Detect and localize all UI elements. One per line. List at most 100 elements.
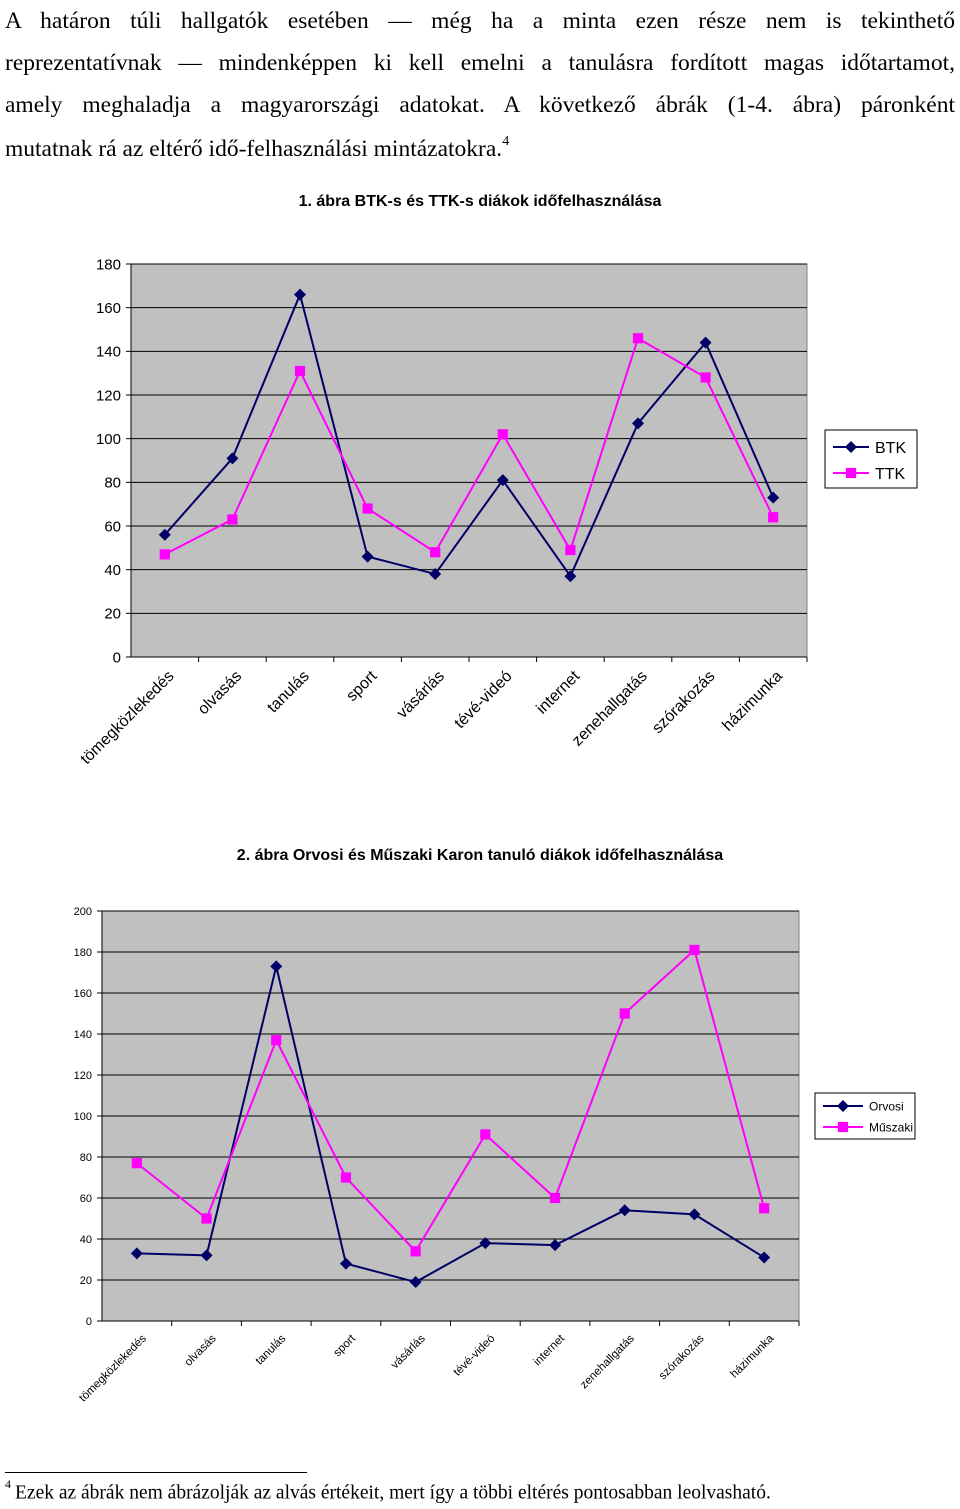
data-point-Orvosi [758, 1251, 771, 1264]
x-tick-label: zenehallgatás [578, 1332, 637, 1391]
y-tick-label: 40 [104, 562, 121, 579]
data-point-Műszaki [689, 944, 700, 956]
data-point-TTK [362, 503, 373, 514]
intro-lines: A határon túli hallgatók esetében — még … [5, 0, 955, 126]
footnote-divider [5, 1472, 307, 1473]
data-point-BTK [294, 288, 306, 301]
data-point-Műszaki [759, 1203, 770, 1214]
x-tick-label: vásárlás [389, 1332, 428, 1371]
legend-label-BTK: BTK [875, 440, 906, 457]
legend-marker-Orvosi [837, 1100, 849, 1112]
data-point-BTK [767, 491, 780, 504]
legend-marker-Műszaki [837, 1121, 849, 1133]
data-point-Orvosi [409, 1276, 422, 1289]
series-line-Műszaki [136, 948, 766, 1253]
data-point-BTK [564, 570, 577, 583]
data-point-TTK [768, 512, 779, 523]
data-point-TTK [159, 549, 170, 560]
data-point-BTK [158, 528, 171, 541]
data-point-Orvosi [688, 1208, 701, 1221]
data-point-BTK [361, 550, 374, 563]
x-tick-label: tanulás [254, 1332, 289, 1367]
y-tick-label: 60 [104, 518, 121, 535]
intro-line-2: reprezentatívnak — mindenképpen ki kell … [5, 50, 955, 76]
y-tick-label: 140 [96, 344, 121, 361]
data-point-Orvosi [549, 1239, 562, 1252]
data-point-Orvosi [270, 960, 283, 973]
x-tick-label: sport [331, 1332, 358, 1359]
intro-line-3: amely meghaladja a magyarországi adatoka… [5, 92, 955, 118]
intro-line-4: mutatnak rá az eltérő idő-felhasználási … [5, 126, 509, 167]
data-point-Orvosi [339, 1257, 352, 1270]
legend-marker-BTK [845, 441, 857, 453]
x-tick-label: internet [532, 1332, 568, 1368]
intro-line-1: A határon túli hallgatók esetében — még … [5, 8, 955, 34]
data-point-Orvosi [130, 1247, 143, 1260]
y-tick-label: 0 [86, 1316, 92, 1328]
legend-label-Műszaki: Műszaki [869, 1120, 913, 1134]
data-point-BTK [699, 336, 712, 349]
data-point-TTK [497, 429, 508, 440]
data-point-Műszaki [271, 1035, 282, 1046]
y-tick-label: 80 [104, 475, 121, 492]
data-point-Műszaki [619, 1008, 630, 1019]
data-point-TTK [227, 514, 238, 525]
y-tick-label: 180 [74, 947, 92, 959]
y-tick-label: 100 [74, 1111, 92, 1123]
y-tick-label: 20 [104, 606, 121, 623]
y-tick-label: 140 [74, 1029, 92, 1041]
series-line-TTK [164, 336, 775, 556]
data-point-TTK [565, 544, 576, 556]
footnote-ref: 4 [502, 134, 510, 149]
data-point-BTK [226, 452, 239, 465]
plot-area [130, 263, 808, 658]
y-tick-label: 40 [80, 1234, 92, 1246]
data-point-TTK [700, 372, 711, 383]
series-line-Orvosi [136, 966, 765, 1284]
data-point-Műszaki [549, 1192, 561, 1204]
data-point-TTK [632, 333, 644, 344]
legend-marker-TTK [845, 467, 857, 479]
data-point-Műszaki [201, 1213, 212, 1224]
data-point-Orvosi [479, 1237, 492, 1250]
x-tick-label: szórakozás [657, 1332, 707, 1382]
y-tick-label: 120 [96, 387, 121, 404]
y-tick-label: 180 [96, 256, 121, 273]
y-tick-label: 100 [96, 431, 121, 448]
y-tick-label: 200 [74, 906, 92, 918]
footnote-text: Ezek az ábrák nem ábrázolják az alvás ér… [15, 1482, 771, 1504]
x-tick-label: olvasás [183, 1332, 219, 1368]
x-tick-label: házimunka [728, 1332, 776, 1380]
y-tick-label: 60 [80, 1193, 92, 1205]
footnote: 4 Ezek az ábrák nem ábrázolják az alvás é… [5, 1477, 771, 1505]
data-point-Orvosi [618, 1204, 631, 1217]
y-tick-label: 160 [96, 300, 121, 317]
y-tick-label: 80 [80, 1152, 92, 1164]
x-tick-label: tömegközlekedés [77, 1332, 149, 1404]
series-line-BTK [164, 291, 775, 579]
data-point-BTK [496, 474, 509, 487]
data-point-BTK [429, 568, 442, 581]
footnote-number: 4 [5, 1477, 11, 1491]
data-point-Műszaki [131, 1158, 142, 1169]
data-point-Műszaki [410, 1246, 421, 1257]
data-point-BTK [632, 417, 644, 430]
chart-2-title: 2. ábra Orvosi és Műszaki Karon tanuló d… [236, 847, 724, 864]
intro-last-text: mutatnak rá az eltérő idő-felhasználási … [5, 135, 503, 162]
data-point-TTK [294, 365, 306, 377]
y-tick-label: 160 [74, 988, 92, 1000]
data-point-Orvosi [200, 1249, 213, 1262]
legend-box [814, 1092, 916, 1140]
y-tick-label: 20 [80, 1275, 92, 1287]
data-point-Műszaki [480, 1129, 491, 1140]
data-point-TTK [430, 547, 441, 558]
y-tick-label: 0 [113, 649, 121, 666]
chart-1-title: 1. ábra BTK-s és TTK-s diákok időfelhasz… [298, 193, 662, 210]
legend-box [824, 429, 918, 489]
y-tick-label: 120 [74, 1070, 92, 1082]
legend-label-TTK: TTK [875, 466, 906, 483]
data-point-Műszaki [340, 1172, 352, 1183]
x-tick-label: tévé-videó [451, 1333, 497, 1379]
